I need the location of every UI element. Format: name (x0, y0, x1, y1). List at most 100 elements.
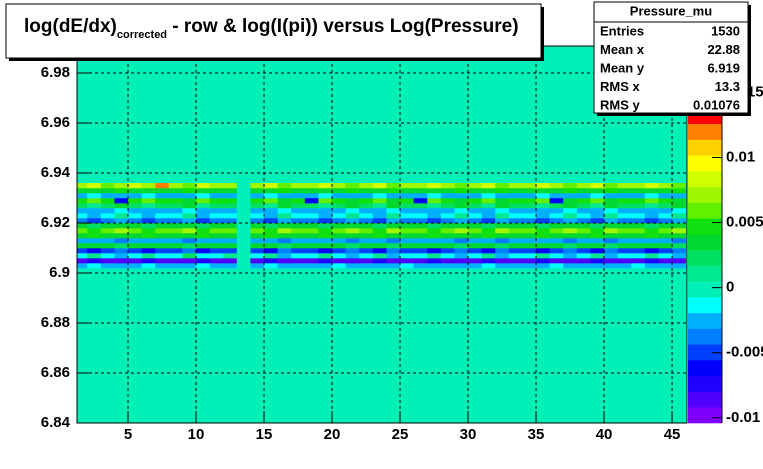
cell (549, 213, 564, 219)
cell (182, 183, 197, 189)
color-scale-box (688, 344, 722, 361)
cell (413, 183, 428, 189)
cell (250, 198, 265, 204)
cell (77, 208, 88, 214)
cell (549, 198, 564, 204)
cell (250, 218, 265, 224)
cell (250, 188, 265, 194)
cell (141, 213, 156, 219)
cell (590, 188, 605, 194)
title-box: log(dE/dx)corrected - row & log(I(pi)) v… (5, 3, 544, 61)
cell (536, 233, 550, 239)
cell (454, 243, 469, 249)
cell (440, 263, 455, 269)
cell (87, 213, 102, 219)
cell (250, 258, 265, 264)
cell (332, 188, 346, 194)
cell (536, 228, 550, 234)
cell (563, 188, 578, 194)
cell (223, 238, 238, 244)
cell (536, 258, 550, 264)
cell (250, 213, 265, 219)
cell (549, 203, 564, 209)
cell (77, 198, 88, 204)
cell (291, 263, 306, 269)
cell (318, 213, 333, 219)
cell (481, 263, 496, 269)
cell (508, 223, 523, 229)
cell (590, 243, 605, 249)
cell (386, 223, 401, 229)
cell (372, 198, 387, 204)
cell (495, 188, 510, 194)
cell (141, 233, 156, 239)
cell (549, 258, 564, 264)
color-scale-box (688, 375, 722, 392)
cell (372, 193, 387, 199)
cell (209, 213, 224, 219)
cell (495, 253, 510, 259)
cell (644, 253, 659, 259)
cell (345, 213, 360, 219)
cell (277, 243, 292, 249)
cell (454, 218, 469, 224)
cell (413, 198, 428, 204)
cell (386, 188, 401, 194)
cell (128, 228, 142, 234)
cell (522, 218, 537, 224)
cell (576, 238, 591, 244)
cell (182, 263, 197, 269)
z-tick-label: 0.005 (726, 214, 763, 231)
cell (168, 213, 183, 219)
cell (413, 253, 428, 259)
cell (223, 198, 238, 204)
cell (631, 188, 646, 194)
cell (604, 243, 618, 249)
cell (209, 258, 224, 264)
cell (264, 213, 278, 219)
cell (345, 223, 360, 229)
cell (617, 233, 632, 239)
cell (87, 233, 102, 239)
cell (141, 218, 156, 224)
cell (332, 258, 346, 264)
cell (345, 228, 360, 234)
cell (372, 208, 387, 214)
cell (223, 203, 238, 209)
cell (454, 248, 469, 254)
cell (590, 223, 605, 229)
cell (209, 263, 224, 269)
cell (672, 203, 686, 209)
cell (536, 223, 550, 229)
cell (359, 213, 374, 219)
cell (209, 188, 224, 194)
color-scale-box (688, 123, 722, 140)
cell (372, 238, 387, 244)
cell (277, 258, 292, 264)
cell (413, 218, 428, 224)
cell (318, 238, 333, 244)
cell (590, 258, 605, 264)
title-subscript: corrected (117, 29, 167, 41)
cell (604, 258, 618, 264)
cell (617, 193, 632, 199)
cell (332, 208, 346, 214)
cell (590, 193, 605, 199)
cell (617, 248, 632, 254)
cell (291, 198, 306, 204)
cell (264, 198, 278, 204)
cell (400, 263, 414, 269)
cell (182, 198, 197, 204)
cell (264, 233, 278, 239)
cell (87, 228, 102, 234)
x-tick-label: 10 (188, 426, 205, 443)
cell (440, 193, 455, 199)
cell (522, 208, 537, 214)
cell (209, 183, 224, 189)
cell (87, 183, 102, 189)
cell (114, 203, 129, 209)
cell (590, 253, 605, 259)
cell (264, 258, 278, 264)
cell (100, 198, 115, 204)
